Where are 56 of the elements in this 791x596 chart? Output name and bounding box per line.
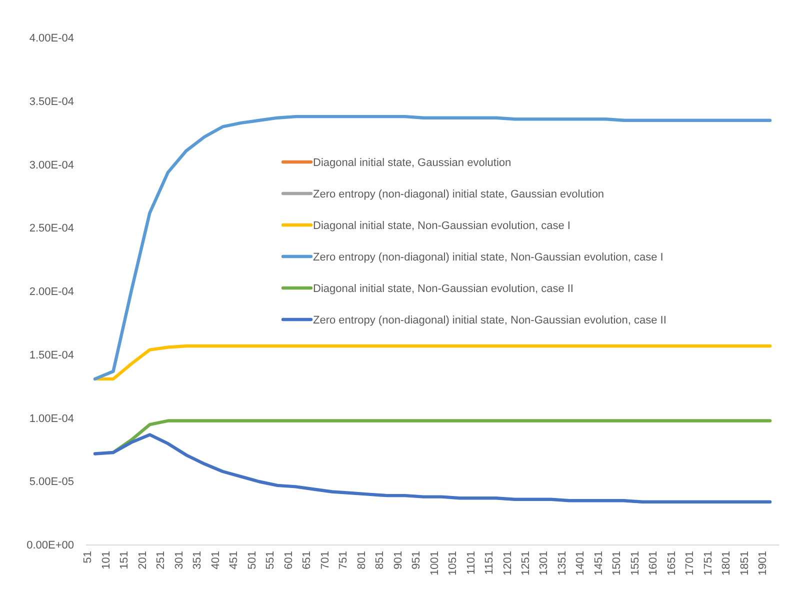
x-tick-label: 1501 [611, 551, 624, 576]
legend-label: Zero entropy (non-diagonal) initial state, Gaussian evolution [313, 188, 604, 200]
x-tick-label: 1401 [574, 551, 587, 576]
x-tick-label: 1751 [702, 551, 714, 576]
x-tick-label: 1701 [684, 551, 696, 576]
x-tick-label: 601 [282, 551, 295, 570]
x-tick-label: 751 [338, 551, 350, 570]
legend-label: Zero entropy (non-diagonal) initial state, Non-Gaussian evolution, case I [313, 252, 664, 264]
x-tick-label: 1601 [648, 551, 660, 576]
x-tick-label: 151 [118, 551, 131, 570]
x-tick-label: 1301 [538, 551, 550, 576]
x-tick-label: 351 [192, 551, 204, 570]
y-tick-label: 5.00E-05 [29, 476, 74, 488]
y-tick-label: 1.50E-04 [29, 349, 74, 362]
x-tick-label: 951 [410, 551, 423, 570]
x-tick-label: 1451 [592, 551, 605, 576]
y-tick-label: 4.00E-04 [29, 32, 74, 45]
x-tick-label: 1001 [428, 551, 441, 576]
y-tick-label: 1.00E-04 [29, 412, 74, 425]
legend-label: Diagonal initial state, Non-Gaussian evolution, case I [313, 220, 570, 232]
x-tick-label: 201 [136, 551, 149, 570]
y-tick-label: 3.00E-04 [29, 159, 74, 172]
x-tick-label: 701 [319, 551, 332, 570]
x-tick-label: 1351 [556, 551, 568, 576]
x-tick-label: 1201 [502, 551, 514, 576]
y-tick-label: 0.00E+00 [26, 540, 74, 552]
x-tick-label: 1901 [757, 551, 770, 576]
x-tick-label: 1101 [465, 551, 478, 575]
x-tick-label: 501 [246, 551, 258, 570]
y-tick-label: 3.50E-04 [29, 96, 74, 108]
x-tick-label: 1651 [666, 551, 678, 576]
x-tick-label: 651 [301, 551, 314, 570]
line-series [93, 433, 772, 504]
y-tick-label: 2.50E-04 [29, 222, 74, 235]
x-tick-label: 251 [155, 551, 168, 570]
x-tick-label: 801 [356, 551, 368, 570]
x-tick-label: 101 [100, 551, 112, 570]
legend-label: Zero entropy (non-diagonal) initial state, Non-Gaussian evolution, case II [313, 314, 666, 326]
x-tick-label: 451 [228, 551, 240, 570]
x-tick-label: 51 [82, 551, 94, 564]
x-tick-label: 1801 [720, 551, 733, 576]
x-tick-label: 1551 [629, 551, 642, 576]
x-tick-label: 301 [173, 551, 186, 570]
legend-label: Diagonal initial state, Gaussian evolution [313, 157, 512, 169]
y-tick-label: 2.00E-04 [29, 286, 74, 298]
x-tick-label: 1151 [484, 551, 496, 575]
x-tick-label: 1251 [520, 551, 532, 576]
line-series [93, 344, 772, 381]
x-tick-label: 851 [374, 551, 386, 570]
x-tick-label: 401 [210, 551, 222, 570]
legend-label: Diagonal initial state, Non-Gaussian evolution, case II [313, 283, 574, 295]
x-tick-label: 1051 [447, 551, 460, 576]
x-tick-label: 901 [392, 551, 404, 570]
line-series [93, 114, 772, 381]
x-tick-label: 1851 [738, 551, 751, 576]
x-tick-label: 551 [264, 551, 277, 570]
